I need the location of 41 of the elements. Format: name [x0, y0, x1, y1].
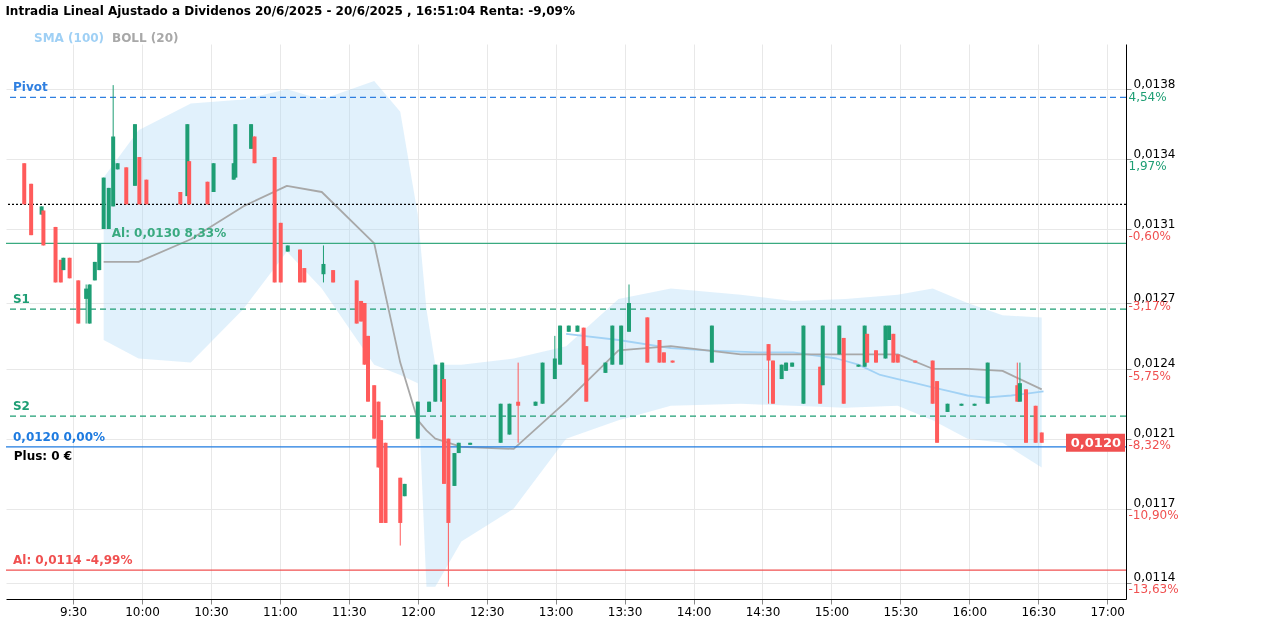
y2-tick-label: -0,60%	[1128, 229, 1171, 244]
x-tick-label: 15:00	[814, 604, 850, 619]
x-tick-label: 16:30	[1021, 604, 1057, 619]
ref-line-label: S2	[12, 399, 30, 414]
x-tick-label: 13:00	[538, 604, 574, 619]
annotation: Plus: 0 €	[13, 448, 73, 463]
y-tick-label: 0,0138	[1133, 76, 1176, 91]
text: SMA (100)	[34, 31, 105, 45]
y2-tick-label: -5,75%	[1128, 368, 1171, 383]
annotation: 0,0120	[1070, 434, 1121, 450]
x-tick-label: 10:00	[125, 604, 160, 619]
x-tick-label: 15:30	[883, 604, 919, 619]
x-tick-label: 12:00	[400, 604, 436, 619]
y-tick-label: 0,0121	[1133, 426, 1176, 441]
x-tick-label: 14:30	[745, 604, 781, 619]
ref-line-label: Al: 0,0130 8,33%	[111, 226, 227, 241]
x-tick-label: 13:30	[607, 604, 643, 619]
y2-tick-label: -10,90%	[1128, 508, 1179, 523]
x-tick-label: 12:30	[469, 604, 505, 619]
x-tick-label: 17:00	[1090, 604, 1126, 619]
y2-tick-label: 4,54%	[1128, 89, 1167, 104]
ref-line-label: Al: 0,0114 -4,99%	[12, 553, 133, 568]
chart-title: Intradia Lineal Ajustado a Dividenos 20/6/2025 - 20/6/2025 , 16:51:04 Renta: -9,09%	[5, 4, 575, 18]
ref-line-label: 0,0120 0,00%	[12, 429, 106, 444]
y-tick-label: 0,0134	[1133, 146, 1176, 161]
y-tick-label: 0,0124	[1133, 356, 1176, 371]
y-tick-label: 0,0131	[1133, 216, 1176, 231]
y2-tick-label: -13,63%	[1128, 582, 1179, 597]
x-tick-label: 11:00	[263, 604, 298, 619]
x-tick-label: 11:30	[332, 604, 367, 619]
y-tick-label: 0,0117	[1133, 496, 1176, 511]
x-tick-label: 10:30	[194, 604, 229, 619]
y2-tick-label: 1,97%	[1128, 159, 1167, 174]
ref-line-label: Pivot	[12, 80, 48, 95]
x-tick-label: 9:30	[60, 604, 88, 619]
text: BOLL (20)	[112, 31, 179, 45]
x-tick-label: 14:00	[676, 604, 712, 619]
y-tick-label: 0,0114	[1133, 570, 1176, 585]
x-tick-label: 16:00	[952, 604, 988, 619]
ref-line-label: S1	[12, 292, 30, 307]
y2-tick-label: -8,32%	[1128, 438, 1171, 453]
